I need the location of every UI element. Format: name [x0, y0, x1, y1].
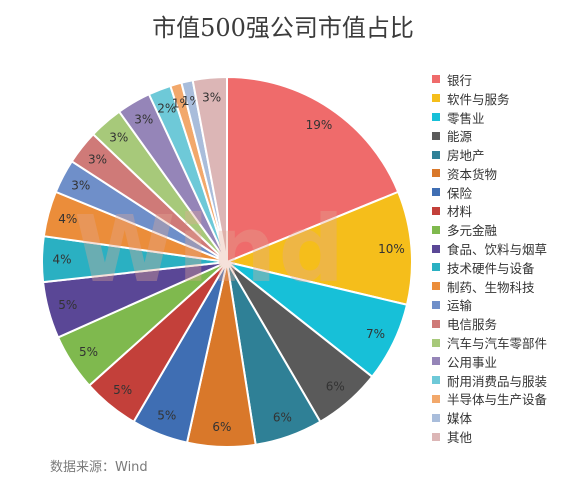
legend-label: 公用事业	[447, 354, 498, 370]
slice-label-1: 10%	[378, 242, 405, 256]
slice-label-7: 5%	[113, 383, 132, 397]
legend-item-2: 零售业	[432, 108, 547, 127]
legend-item-18: 媒体	[432, 408, 547, 427]
slice-label-19: 3%	[202, 91, 221, 105]
pie-slice-0	[226, 75, 400, 264]
legend-item-4: 房地产	[432, 145, 547, 164]
slice-label-8: 5%	[79, 345, 98, 359]
legend-label: 制药、生物科技	[447, 279, 535, 295]
legend-swatch	[432, 413, 440, 422]
data-source-note: 数据来源：Wind	[50, 460, 148, 475]
legend-label: 电信服务	[447, 317, 498, 333]
chart-title: 市值500强公司市值占比	[152, 14, 414, 42]
pie-slice-19	[191, 75, 228, 263]
slice-label-4: 6%	[273, 410, 292, 424]
pie-slice-1	[223, 190, 413, 306]
legend-swatch	[432, 394, 440, 403]
legend-label: 多元金融	[447, 223, 498, 239]
legend-item-7: 材料	[432, 202, 547, 221]
slice-label-15: 3%	[134, 113, 153, 127]
legend-label: 房地产	[447, 148, 485, 164]
slice-label-9: 5%	[58, 298, 77, 312]
legend-swatch	[432, 75, 440, 84]
legend-swatch	[432, 338, 440, 347]
slice-label-14: 3%	[109, 130, 128, 144]
legend-item-14: 汽车与汽车零部件	[432, 333, 547, 352]
legend-item-1: 软件与服务	[432, 89, 547, 108]
legend-label: 半导体与生产设备	[447, 392, 548, 408]
legend-swatch	[432, 112, 440, 121]
legend-label: 汽车与汽车零部件	[447, 336, 548, 352]
legend-swatch	[432, 206, 440, 215]
slice-label-3: 6%	[326, 380, 345, 394]
legend-item-15: 公用事业	[432, 352, 547, 371]
legend-swatch	[432, 282, 440, 291]
legend-swatch	[432, 263, 440, 272]
legend-swatch	[432, 94, 440, 103]
legend-label: 耐用消费品与服装	[447, 373, 548, 389]
legend-item-10: 技术硬件与设备	[432, 258, 547, 277]
legend-swatch	[432, 300, 440, 309]
legend-item-3: 能源	[432, 126, 547, 145]
slice-label-10: 4%	[52, 252, 71, 266]
legend-item-6: 保险	[432, 183, 547, 202]
legend-swatch	[432, 131, 440, 140]
legend-swatch	[432, 169, 440, 178]
legend-label: 技术硬件与设备	[447, 260, 535, 276]
slice-label-12: 3%	[71, 178, 90, 192]
legend-swatch	[432, 319, 440, 328]
legend-swatch	[432, 244, 440, 253]
legend-label: 资本货物	[447, 166, 498, 182]
legend-item-19: 其他	[432, 427, 547, 446]
legend-label: 材料	[447, 204, 473, 220]
slice-label-5: 6%	[212, 420, 231, 434]
legend-swatch	[432, 188, 440, 197]
legend-item-13: 电信服务	[432, 314, 547, 333]
legend-label: 运输	[447, 298, 473, 314]
legend-label: 食品、饮料与烟草	[447, 242, 548, 258]
legend-label: 软件与服务	[447, 91, 510, 107]
legend-swatch	[432, 225, 440, 234]
legend-swatch	[432, 432, 440, 441]
legend-swatch	[432, 357, 440, 366]
slice-label-2: 7%	[366, 327, 385, 341]
legend-item-0: 银行	[432, 70, 547, 89]
slice-label-13: 3%	[88, 153, 107, 167]
legend-item-16: 耐用消费品与服装	[432, 371, 547, 390]
legend-item-17: 半导体与生产设备	[432, 390, 547, 409]
legend-label: 保险	[447, 185, 473, 201]
legend-item-11: 制药、生物科技	[432, 277, 547, 296]
slice-label-16: 2%	[157, 101, 176, 115]
legend-swatch	[432, 150, 440, 159]
legend-label: 能源	[447, 129, 473, 145]
slice-label-0: 19%	[306, 118, 333, 132]
legend-item-9: 食品、饮料与烟草	[432, 239, 547, 258]
legend-item-8: 多元金融	[432, 220, 547, 239]
legend-label: 银行	[447, 72, 473, 88]
chart-legend: 银行软件与服务零售业能源房地产资本货物保险材料多元金融食品、饮料与烟草 技术硬件与…	[432, 70, 547, 446]
legend-label: 零售业	[447, 110, 485, 126]
slice-label-11: 4%	[58, 212, 77, 226]
legend-label: 其他	[447, 430, 473, 446]
slice-label-6: 5%	[157, 409, 176, 423]
legend-label: 媒体	[447, 411, 473, 427]
legend-swatch	[432, 376, 440, 385]
legend-item-12: 运输	[432, 296, 547, 315]
legend-item-5: 资本货物	[432, 164, 547, 183]
